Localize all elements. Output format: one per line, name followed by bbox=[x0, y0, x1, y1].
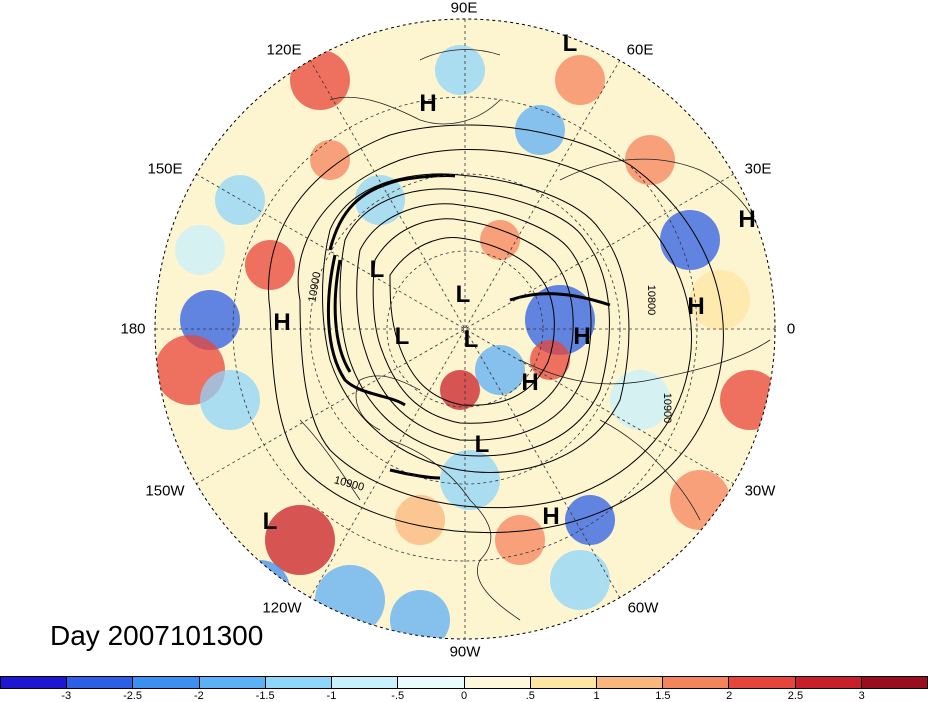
colorbar-swatch bbox=[1, 677, 68, 688]
anomaly-blob bbox=[265, 505, 335, 575]
colorbar-tick-label: -2.5 bbox=[123, 690, 143, 702]
lon-label-60e: 60E bbox=[626, 41, 654, 59]
colorbar-swatch bbox=[530, 677, 597, 688]
anomaly-blob bbox=[215, 175, 265, 225]
pressure-center-marker: L bbox=[562, 30, 578, 57]
pressure-center-marker: H bbox=[687, 293, 705, 320]
lon-label-0: 0 bbox=[786, 320, 796, 338]
colorbar-tick-label: 2.5 bbox=[787, 690, 804, 702]
lon-label-150w: 150W bbox=[145, 482, 185, 500]
colorbar-tick-label: -3 bbox=[61, 690, 72, 702]
colorbar-tick-label: 3 bbox=[858, 690, 865, 702]
anomaly-blob bbox=[610, 370, 670, 430]
lon-label-90w: 90W bbox=[449, 643, 481, 661]
colorbar-tick-label: 1.5 bbox=[655, 690, 671, 702]
anomaly-blob bbox=[390, 590, 450, 639]
anomaly-blob bbox=[200, 370, 260, 430]
map-boundary bbox=[154, 18, 776, 640]
colorbar-swatch bbox=[133, 677, 200, 688]
anomaly-blob bbox=[180, 290, 240, 350]
colorbar-tick-label: -.5 bbox=[391, 690, 405, 702]
colorbar-tick-label: -1.5 bbox=[255, 690, 275, 702]
anomaly-blob bbox=[660, 210, 720, 270]
anomaly-blob bbox=[475, 345, 525, 395]
lon-label-60w: 60W bbox=[627, 599, 659, 617]
contour-label: 10800 bbox=[645, 284, 657, 316]
colorbar-tick-label: .5 bbox=[525, 690, 535, 702]
anomaly-blob bbox=[625, 135, 675, 185]
colorbar-tick-label: 0 bbox=[460, 690, 468, 702]
lon-label-120w: 120W bbox=[262, 599, 302, 617]
pressure-center-marker: H bbox=[573, 323, 591, 350]
lon-label-120e: 120E bbox=[266, 41, 302, 59]
pressure-center-marker: H bbox=[521, 369, 539, 396]
colorbar-swatch bbox=[861, 677, 928, 688]
anomaly-blob bbox=[480, 220, 520, 260]
anomaly-blob bbox=[530, 340, 570, 380]
colorbar-swatch bbox=[332, 677, 399, 688]
pressure-center-marker: L bbox=[262, 508, 278, 535]
pressure-center-marker: L bbox=[455, 281, 471, 308]
colorbar-swatch bbox=[199, 677, 266, 688]
pressure-center-marker: H bbox=[273, 309, 291, 336]
pressure-center-marker: L bbox=[463, 326, 479, 353]
anomaly-blob bbox=[290, 50, 350, 110]
pressure-center-marker: H bbox=[419, 90, 437, 117]
anomaly-blob bbox=[395, 495, 445, 545]
height-contours bbox=[268, 124, 724, 534]
anomaly-blob bbox=[495, 515, 545, 565]
colorbar-swatch bbox=[596, 677, 664, 688]
lon-label-180: 180 bbox=[120, 320, 146, 338]
anomaly-blob bbox=[435, 45, 485, 95]
anomaly-blob bbox=[440, 450, 500, 510]
colorbar-swatch bbox=[67, 677, 134, 688]
colorbar-swatch bbox=[663, 677, 730, 688]
anomaly-blob bbox=[315, 565, 385, 635]
colorbar-swatch bbox=[464, 677, 531, 688]
date-label: Day 2007101300 bbox=[50, 620, 264, 651]
colorbar-swatch bbox=[729, 677, 796, 688]
pressure-center-marker: H bbox=[542, 503, 560, 530]
lon-label-90e: 90E bbox=[450, 0, 478, 17]
colorbar-tick-label: -2 bbox=[193, 690, 204, 702]
anomaly-field bbox=[155, 19, 775, 639]
colorbar-swatch bbox=[398, 677, 465, 688]
colorbar-tick-label: 1 bbox=[593, 690, 600, 702]
pressure-center-marker: L bbox=[394, 323, 410, 350]
pressure-center-marker: H bbox=[738, 206, 756, 233]
anomaly-blob bbox=[310, 140, 350, 180]
contour-label: 10900 bbox=[661, 392, 673, 424]
pressure-center-marker: L bbox=[369, 256, 385, 283]
anomaly-blob bbox=[440, 370, 480, 410]
anomaly-blob bbox=[175, 225, 225, 275]
lon-label-30e: 30E bbox=[744, 160, 772, 178]
anomaly-blob bbox=[355, 175, 405, 225]
colorbar-swatch bbox=[265, 677, 333, 688]
colorbar-tick-label: -1 bbox=[326, 690, 337, 702]
colorbar bbox=[0, 676, 928, 689]
anomaly-blob bbox=[565, 495, 615, 545]
colorbar-tick-label: 2 bbox=[726, 690, 733, 702]
lon-label-150e: 150E bbox=[147, 160, 183, 178]
anomaly-blob bbox=[555, 55, 605, 105]
graticule bbox=[155, 19, 775, 639]
anomaly-blob bbox=[515, 105, 565, 155]
pressure-center-marker: L bbox=[474, 431, 490, 458]
colorbar-swatch bbox=[795, 677, 862, 688]
lon-label-30w: 30W bbox=[744, 482, 776, 500]
anomaly-blob bbox=[550, 550, 610, 610]
anomaly-blob bbox=[670, 470, 730, 530]
